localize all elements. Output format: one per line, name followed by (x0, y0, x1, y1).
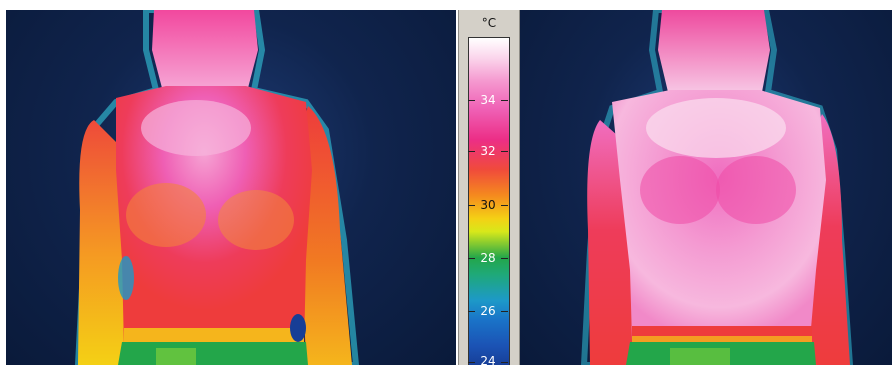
scale-tick (501, 362, 508, 363)
thermal-view-right (520, 10, 892, 365)
color-gradient-bar (468, 37, 510, 365)
scale-unit: °C (481, 16, 497, 30)
thermal-image-frame: °C 34 32 30 28 26 24 (6, 10, 892, 365)
scale-tick (468, 362, 475, 363)
scale-tick (501, 205, 508, 206)
scale-label-24: 24 (480, 354, 496, 365)
scale-label-30: 30 (480, 198, 496, 212)
thermal-view-left (6, 10, 456, 365)
scale-tick (468, 205, 475, 206)
scale-tick (468, 100, 475, 101)
scale-label-26: 26 (480, 304, 496, 318)
scale-tick (468, 311, 475, 312)
thermal-body-right (580, 10, 854, 365)
scale-tick (468, 258, 475, 259)
scale-tick (468, 151, 475, 152)
thermal-body-left (74, 10, 360, 365)
scale-label-32: 32 (480, 144, 496, 158)
scale-tick (501, 311, 508, 312)
scale-label-34: 34 (480, 93, 496, 107)
temperature-scale: °C 34 32 30 28 26 24 (458, 10, 520, 365)
scale-tick (501, 100, 508, 101)
scale-tick (501, 151, 508, 152)
scale-tick (501, 258, 508, 259)
scale-label-28: 28 (480, 251, 496, 265)
